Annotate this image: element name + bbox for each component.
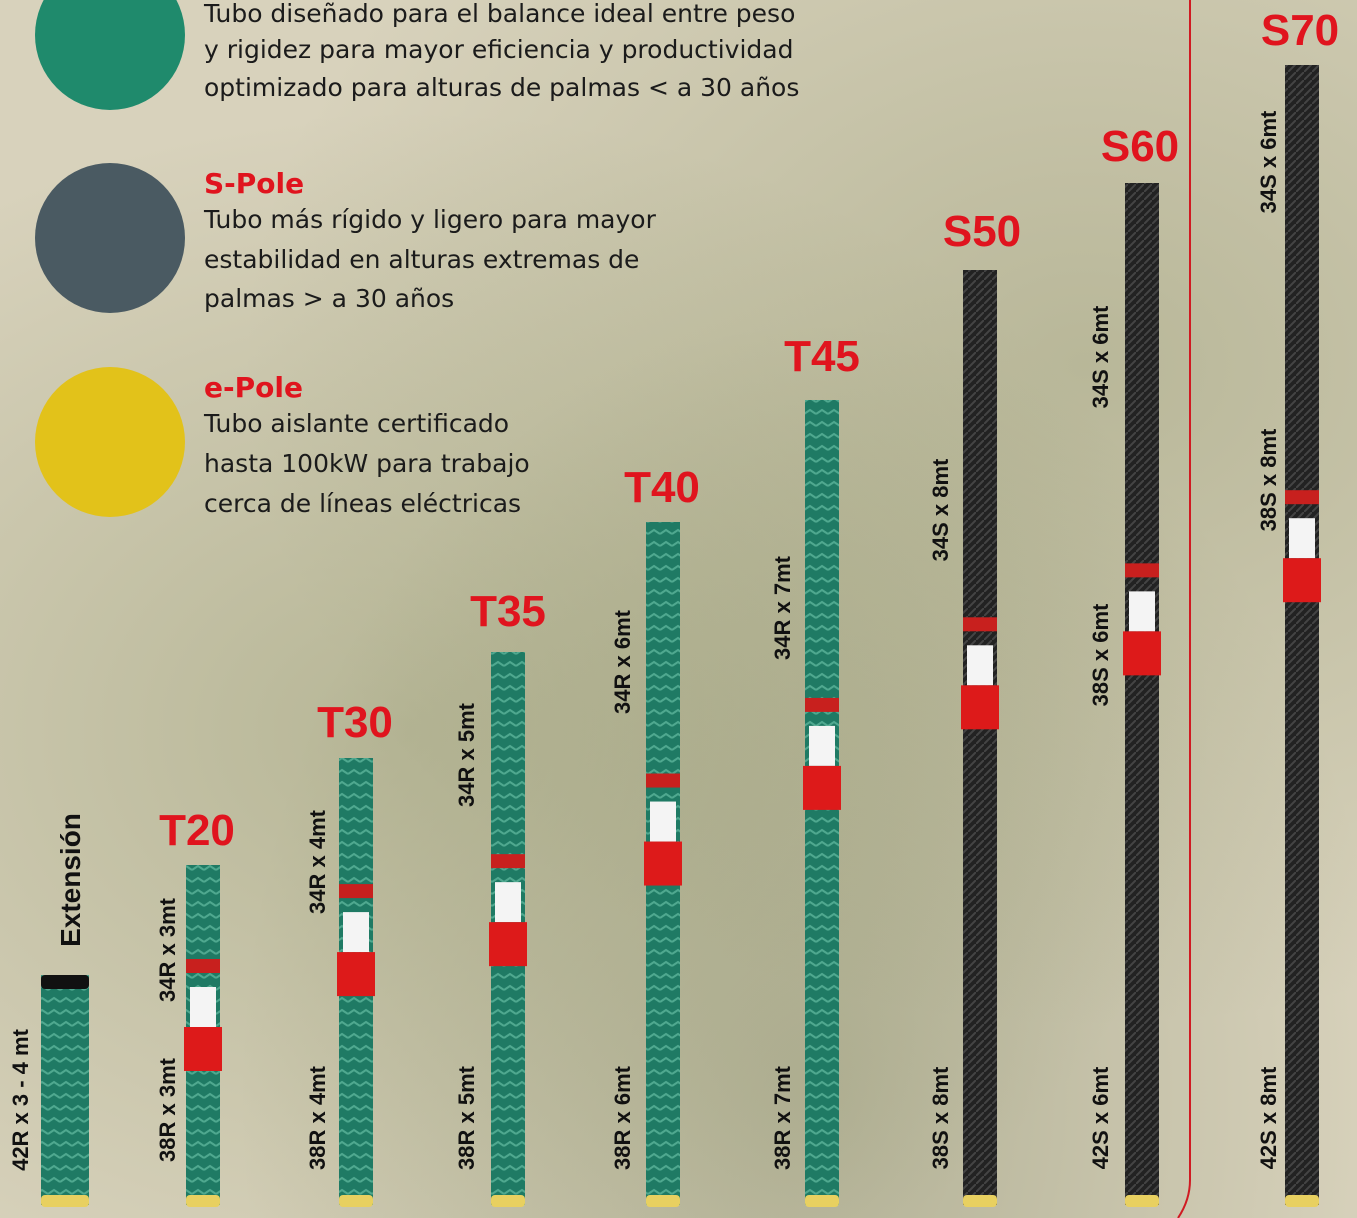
pole-name: T30 bbox=[317, 698, 393, 747]
segment-label: 38R x 3mt bbox=[155, 1057, 180, 1162]
divider bbox=[1178, 0, 1190, 1218]
pole-name: T45 bbox=[784, 332, 860, 381]
segment-label: 34R x 7mt bbox=[770, 555, 795, 660]
pole bbox=[963, 270, 997, 1205]
segment-label: 34R x 4mt bbox=[305, 809, 330, 914]
desc-line: y rigidez para mayor eficiencia y produc… bbox=[204, 35, 793, 64]
pole bbox=[41, 975, 89, 1205]
segment-label: 34S x 8mt bbox=[928, 458, 953, 561]
clamp bbox=[803, 766, 841, 810]
pole-cap bbox=[41, 1195, 89, 1207]
segment-label: 34R x 5mt bbox=[454, 702, 479, 807]
clamp bbox=[489, 922, 527, 966]
segment-label: 34S x 6mt bbox=[1088, 305, 1113, 408]
pole-name: S50 bbox=[943, 207, 1021, 256]
segment-label: 42S x 8mt bbox=[1256, 1066, 1281, 1169]
segment-label: 38S x 6mt bbox=[1088, 603, 1113, 706]
clamp bbox=[1283, 558, 1321, 602]
poster: Tubo diseñado para el balance ideal entr… bbox=[0, 0, 1357, 1218]
segment-label: 38S x 8mt bbox=[928, 1066, 953, 1169]
pole-name: T40 bbox=[624, 463, 700, 512]
clamp bbox=[495, 882, 521, 922]
pole-cap bbox=[186, 1195, 220, 1207]
band bbox=[963, 617, 997, 631]
segment-label: 38S x 8mt bbox=[1256, 428, 1281, 531]
segment-label: 38R x 7mt bbox=[770, 1065, 795, 1170]
band bbox=[646, 774, 680, 788]
band bbox=[339, 884, 373, 898]
clamp bbox=[190, 987, 216, 1027]
clamp bbox=[644, 842, 682, 886]
pole-cap bbox=[491, 1195, 525, 1207]
pole-cap bbox=[339, 1195, 373, 1207]
clamp bbox=[1123, 631, 1161, 675]
band bbox=[186, 959, 220, 973]
desc-line: cerca de líneas eléctricas bbox=[204, 489, 521, 518]
pole-cap bbox=[963, 1195, 997, 1207]
segment-label: 42R x 3 - 4 mt bbox=[8, 1028, 33, 1171]
pole-name: Extensión bbox=[55, 813, 86, 947]
segment-label: 34S x 6mt bbox=[1256, 110, 1281, 213]
pole-name: S60 bbox=[1101, 122, 1179, 171]
segment-label: 34R x 3mt bbox=[155, 897, 180, 1002]
segment-label: 38R x 4mt bbox=[305, 1065, 330, 1170]
band bbox=[805, 698, 839, 712]
tube-image bbox=[35, 163, 185, 313]
clamp bbox=[1289, 518, 1315, 558]
pole-name: T35 bbox=[470, 587, 546, 636]
clamp bbox=[650, 802, 676, 842]
band bbox=[1125, 563, 1159, 577]
tube-image bbox=[35, 0, 185, 110]
segment-label: 42S x 6mt bbox=[1088, 1066, 1113, 1169]
desc-title: e-Pole bbox=[204, 371, 303, 404]
pole-name: T20 bbox=[159, 806, 235, 855]
tube-image bbox=[35, 367, 185, 517]
pole-cap bbox=[1285, 1195, 1319, 1207]
segment-label: 38R x 5mt bbox=[454, 1065, 479, 1170]
band bbox=[41, 975, 89, 989]
clamp bbox=[337, 952, 375, 996]
desc-line: Tubo diseñado para el balance ideal entr… bbox=[203, 0, 795, 28]
clamp bbox=[184, 1027, 222, 1071]
desc-line: palmas > a 30 años bbox=[204, 284, 454, 313]
clamp bbox=[1129, 591, 1155, 631]
band bbox=[1285, 490, 1319, 504]
pole bbox=[1285, 65, 1319, 1205]
pole-cap bbox=[646, 1195, 680, 1207]
pole-cap bbox=[1125, 1195, 1159, 1207]
desc-line: Tubo más rígido y ligero para mayor bbox=[203, 205, 657, 234]
band bbox=[491, 854, 525, 868]
pole bbox=[1125, 183, 1159, 1205]
desc-title: S-Pole bbox=[204, 167, 304, 200]
desc-line: hasta 100kW para trabajo bbox=[204, 449, 530, 478]
desc-line: estabilidad en alturas extremas de bbox=[204, 245, 639, 274]
desc-line: Tubo aislante certificado bbox=[203, 409, 509, 438]
segment-label: 34R x 6mt bbox=[610, 609, 635, 714]
clamp bbox=[809, 726, 835, 766]
desc-line: optimizado para alturas de palmas < a 30… bbox=[204, 73, 799, 102]
clamp bbox=[961, 685, 999, 729]
clamp bbox=[967, 645, 993, 685]
pole-name: S70 bbox=[1261, 6, 1339, 55]
page: Tubo diseñado para el balance ideal entr… bbox=[0, 0, 1357, 1218]
pole-cap bbox=[805, 1195, 839, 1207]
clamp bbox=[343, 912, 369, 952]
segment-label: 38R x 6mt bbox=[610, 1065, 635, 1170]
